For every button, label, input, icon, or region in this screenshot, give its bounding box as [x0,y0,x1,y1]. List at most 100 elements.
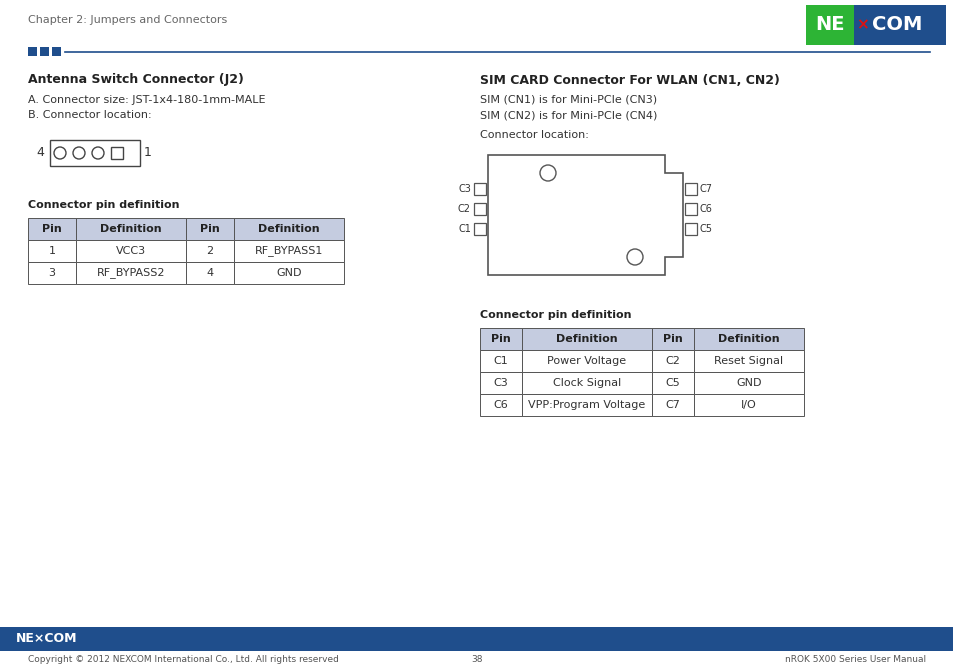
Bar [40,47,49,56]
Bar [186,218,233,240]
Bar [479,372,521,394]
Circle shape [539,165,556,181]
Text: A. Connector size: JST-1x4-180-1mm-MALE: A. Connector size: JST-1x4-180-1mm-MALE [28,95,265,105]
Bar [233,218,344,240]
Text: nROK 5X00 Series User Manual: nROK 5X00 Series User Manual [784,655,925,665]
Text: Clock Signal: Clock Signal [553,378,620,388]
Text: NE×COM: NE×COM [16,632,77,646]
Text: 4: 4 [206,268,213,278]
Bar [521,328,651,350]
Text: C6: C6 [700,204,712,214]
Text: Connector location:: Connector location: [479,130,588,140]
Text: SIM (CN1) is for Mini-PCIe (CN3): SIM (CN1) is for Mini-PCIe (CN3) [479,95,657,105]
Bar [521,350,651,372]
Text: RF_BYPASS2: RF_BYPASS2 [96,267,165,278]
Bar [693,394,803,416]
Text: Definition: Definition [556,334,618,344]
Text: Antenna Switch Connector (J2): Antenna Switch Connector (J2) [28,73,244,87]
Text: 1: 1 [49,246,55,256]
Text: Pin: Pin [662,334,682,344]
Bar [693,328,803,350]
Bar [76,240,186,262]
Text: C6: C6 [493,400,508,410]
Text: 2: 2 [206,246,213,256]
Text: Connector pin definition: Connector pin definition [28,200,179,210]
Text: C2: C2 [665,356,679,366]
Text: Pin: Pin [491,334,511,344]
Text: SIM CARD Connector For WLAN (CN1, CN2): SIM CARD Connector For WLAN (CN1, CN2) [479,73,779,87]
Text: Connector pin definition: Connector pin definition [479,310,631,320]
Text: C7: C7 [700,184,712,194]
Bar [651,372,693,394]
Bar [693,350,803,372]
Text: Pin: Pin [200,224,219,234]
Bar [651,350,693,372]
Bar [684,223,697,235]
Bar [76,218,186,240]
Bar [111,147,123,159]
Text: C5: C5 [665,378,679,388]
Text: SIM (CN2) is for Mini-PCIe (CN4): SIM (CN2) is for Mini-PCIe (CN4) [479,110,657,120]
Bar [28,218,76,240]
Text: 4: 4 [36,146,44,159]
Text: Definition: Definition [258,224,319,234]
Bar [805,5,945,45]
Text: VCC3: VCC3 [116,246,146,256]
Text: VPP:Program Voltage: VPP:Program Voltage [528,400,645,410]
Circle shape [626,249,642,265]
Text: C3: C3 [457,184,471,194]
Text: Chapter 2: Jumpers and Connectors: Chapter 2: Jumpers and Connectors [28,15,227,25]
Text: Definition: Definition [100,224,162,234]
Text: I/O: I/O [740,400,756,410]
Text: NE: NE [815,15,843,34]
Text: 3: 3 [49,268,55,278]
Bar [684,183,697,195]
Bar [28,47,37,56]
Text: 38: 38 [471,655,482,665]
Text: Copyright © 2012 NEXCOM International Co., Ltd. All rights reserved: Copyright © 2012 NEXCOM International Co… [28,655,338,665]
Text: ×: × [855,17,868,32]
Bar [693,372,803,394]
Text: Definition: Definition [718,334,779,344]
Circle shape [73,147,85,159]
Text: C1: C1 [457,224,471,234]
Circle shape [54,147,66,159]
Text: GND: GND [276,268,301,278]
Bar [479,394,521,416]
Bar [479,350,521,372]
Bar [52,47,61,56]
Bar [186,240,233,262]
Bar [651,328,693,350]
Text: Power Voltage: Power Voltage [547,356,626,366]
Polygon shape [488,155,682,275]
Text: C1: C1 [493,356,508,366]
Bar [521,394,651,416]
Bar [186,262,233,284]
Bar [479,328,521,350]
Text: C3: C3 [493,378,508,388]
Circle shape [91,147,104,159]
Bar [28,240,76,262]
Text: GND: GND [736,378,760,388]
Bar [474,223,485,235]
Bar [50,140,140,166]
Text: Pin: Pin [42,224,62,234]
Text: C2: C2 [457,204,471,214]
Bar [651,394,693,416]
Text: Reset Signal: Reset Signal [714,356,782,366]
Bar [76,262,186,284]
Bar [474,203,485,215]
Text: COM: COM [871,15,922,34]
Bar [474,183,485,195]
Bar [521,372,651,394]
Bar [233,262,344,284]
Text: C5: C5 [700,224,712,234]
Bar [684,203,697,215]
Bar [233,240,344,262]
Text: RF_BYPASS1: RF_BYPASS1 [254,245,323,257]
Bar [805,5,853,45]
Text: B. Connector location:: B. Connector location: [28,110,152,120]
Bar [0,627,953,651]
Bar [28,262,76,284]
Text: C7: C7 [665,400,679,410]
